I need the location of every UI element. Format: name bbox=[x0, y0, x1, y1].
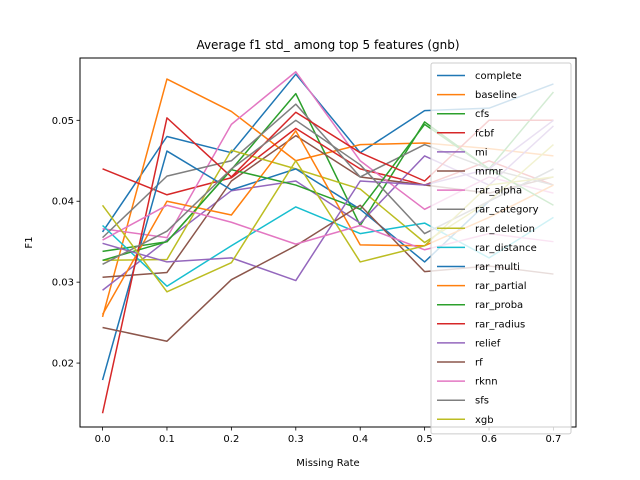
legend-label: fcbf bbox=[475, 128, 494, 139]
y-tick-label: 0.05 bbox=[52, 116, 74, 127]
x-axis-label: Missing Rate bbox=[296, 458, 359, 469]
x-tick-label: 0.0 bbox=[95, 434, 111, 445]
x-tick-label: 0.7 bbox=[546, 434, 562, 445]
legend-label: xgb bbox=[475, 415, 494, 426]
legend-label: rar_partial bbox=[475, 281, 527, 292]
legend-box bbox=[430, 62, 572, 435]
y-tick-label: 0.03 bbox=[52, 278, 74, 289]
x-tick-label: 0.6 bbox=[481, 434, 497, 445]
legend-label: rar_alpha bbox=[475, 186, 522, 197]
legend-label: rar_deletion bbox=[475, 224, 535, 235]
plot-frame bbox=[79, 57, 577, 428]
legend: complete baseline cfs fcbf mi mrmr rar_alphara… bbox=[430, 62, 572, 435]
x-tick-label: 0.5 bbox=[417, 434, 433, 445]
legend-label: relief bbox=[475, 338, 501, 349]
x-axis: 0.0 0.1 0.2 0.3 0.4 0.5 0.6 0.7 bbox=[95, 427, 562, 445]
legend-label: rar_proba bbox=[475, 300, 523, 311]
x-tick-label: 0.3 bbox=[288, 434, 304, 445]
legend-label: complete bbox=[475, 71, 522, 82]
legend-label: rar_category bbox=[475, 205, 539, 216]
legend-label: rar_multi bbox=[475, 262, 520, 273]
legend-label: rar_distance bbox=[475, 243, 537, 254]
legend-label: baseline bbox=[475, 90, 517, 101]
legend-label: mi bbox=[475, 147, 488, 158]
legend-label: cfs bbox=[475, 109, 489, 120]
y-axis: 0.02 0.03 0.04 0.05 bbox=[52, 116, 80, 370]
legend-label: mrmr bbox=[475, 167, 503, 178]
x-tick-label: 0.2 bbox=[223, 434, 239, 445]
chart-title: Average f1 std_ among top 5 features (gn… bbox=[196, 38, 459, 52]
x-tick-label: 0.4 bbox=[352, 434, 368, 445]
y-tick-label: 0.04 bbox=[52, 197, 74, 208]
legend-label: rknn bbox=[475, 377, 498, 388]
y-axis-label: F1 bbox=[24, 236, 35, 248]
legend-label: rf bbox=[475, 358, 483, 369]
y-tick-label: 0.02 bbox=[52, 359, 74, 370]
legend-label: rar_radius bbox=[475, 319, 525, 330]
legend-label: sfs bbox=[475, 396, 489, 407]
x-tick-label: 0.1 bbox=[159, 434, 175, 445]
